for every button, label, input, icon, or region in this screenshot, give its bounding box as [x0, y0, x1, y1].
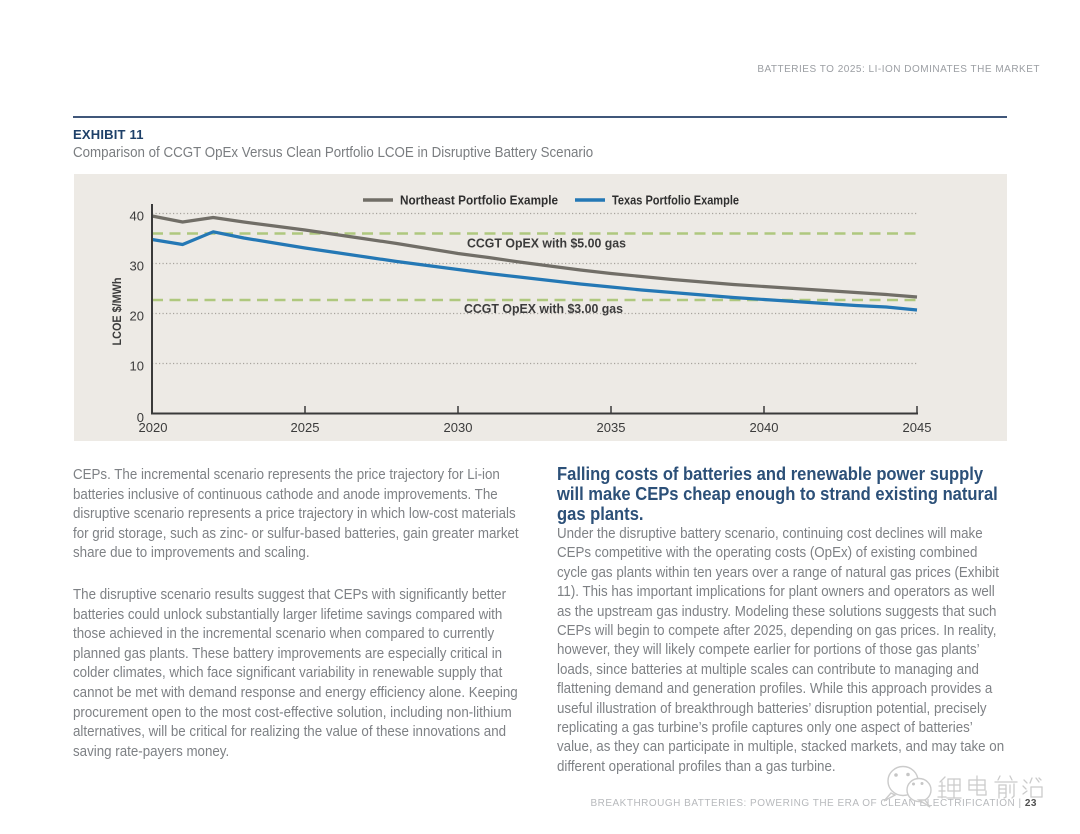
svg-text:2020: 2020: [139, 420, 168, 435]
svg-text:2025: 2025: [291, 420, 320, 435]
svg-text:Texas Portfolio Example: Texas Portfolio Example: [612, 193, 739, 208]
svg-text:2030: 2030: [444, 420, 473, 435]
svg-text:LCOE $/MWh: LCOE $/MWh: [110, 278, 124, 346]
svg-text:10: 10: [130, 359, 144, 374]
svg-text:40: 40: [130, 209, 144, 224]
svg-text:Northeast Portfolio Example: Northeast Portfolio Example: [400, 193, 558, 208]
svg-text:20: 20: [130, 309, 144, 324]
svg-text:2045: 2045: [903, 420, 932, 435]
svg-text:0: 0: [137, 410, 144, 425]
svg-text:CCGT OpEX with $5.00 gas: CCGT OpEX with $5.00 gas: [467, 236, 626, 251]
svg-text:30: 30: [130, 259, 144, 274]
svg-text:2035: 2035: [597, 420, 626, 435]
svg-text:2040: 2040: [750, 420, 779, 435]
svg-text:CCGT OpEX with $3.00 gas: CCGT OpEX with $3.00 gas: [464, 301, 623, 316]
